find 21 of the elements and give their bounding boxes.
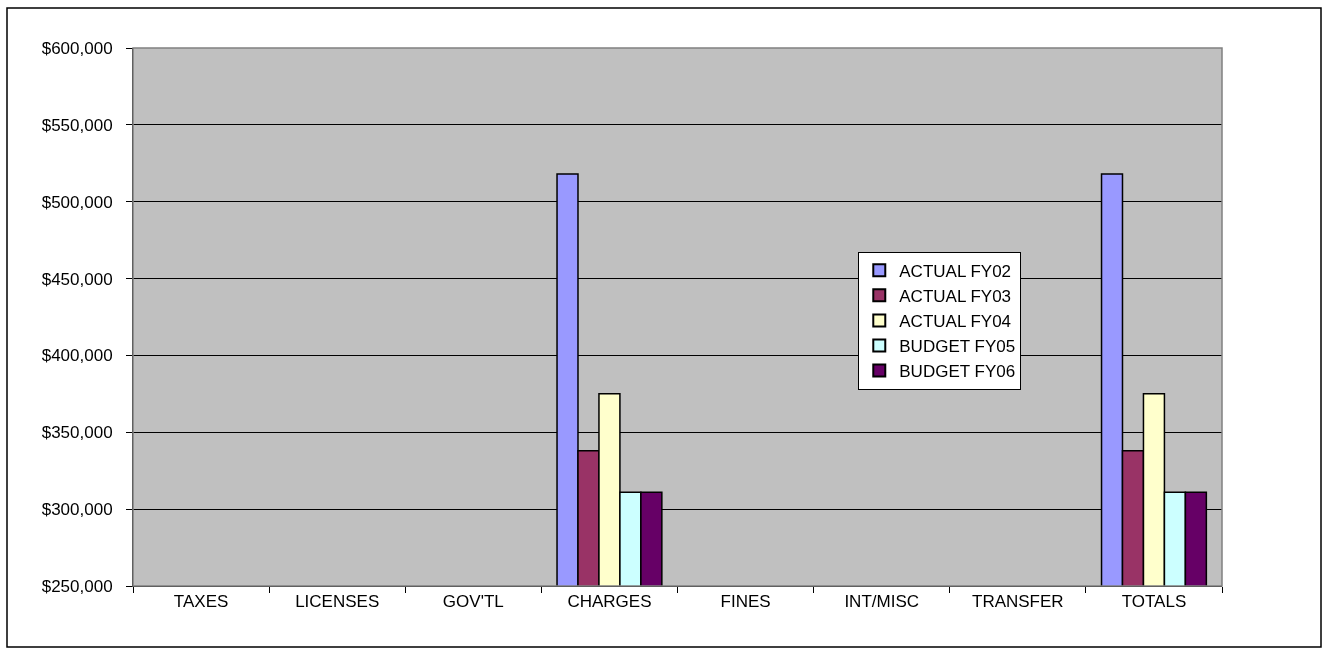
legend-label: BUDGET FY06: [899, 362, 1016, 382]
y-tick-label: $450,000: [41, 269, 113, 289]
legend-label: ACTUAL FY03: [899, 286, 1012, 306]
y-tick-label: $250,000: [41, 576, 113, 596]
legend-label: ACTUAL FY04: [899, 312, 1012, 332]
y-tick-label: $400,000: [41, 346, 113, 366]
y-tick-label: $550,000: [41, 115, 113, 135]
legend-label: ACTUAL FY02: [899, 261, 1012, 281]
legend-label: BUDGET FY05: [899, 337, 1016, 357]
x-tick-label: TAXES: [173, 592, 229, 612]
y-tick-label: $600,000: [41, 38, 113, 58]
y-tick-label: $500,000: [41, 192, 113, 212]
x-tick-label: FINES: [720, 592, 771, 612]
x-tick-label: LICENSES: [295, 592, 380, 612]
y-tick-label: $300,000: [41, 500, 113, 520]
x-tick-label: TOTALS: [1121, 592, 1187, 612]
x-tick-label: CHARGES: [567, 592, 652, 612]
x-tick-label: GOV'TL: [442, 592, 504, 612]
x-tick-label: TRANSFER: [972, 592, 1064, 612]
y-tick-label: $350,000: [41, 423, 113, 443]
x-tick-label: INT/MISC: [844, 592, 919, 612]
